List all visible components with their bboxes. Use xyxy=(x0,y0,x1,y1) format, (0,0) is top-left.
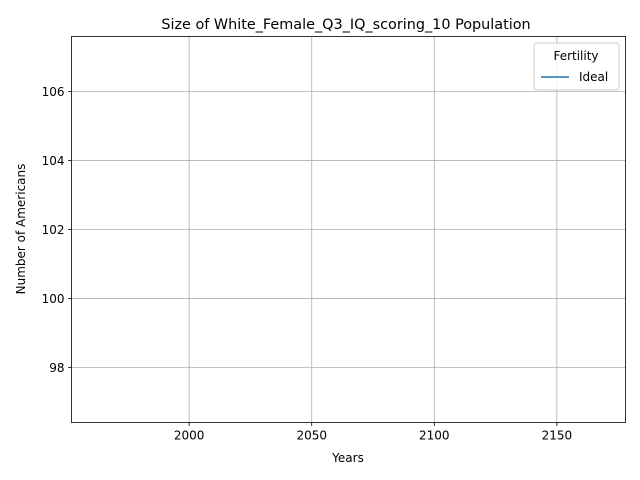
x-axis: 2000 2050 2100 2150 xyxy=(174,422,573,443)
x-axis-title: Years xyxy=(331,451,364,465)
y-axis-title: Number of Americans xyxy=(14,164,28,295)
x-tick-label: 2000 xyxy=(174,429,205,443)
x-tick-label: 2050 xyxy=(296,429,327,443)
y-tick-label: 98 xyxy=(49,361,64,375)
legend-title: Fertility xyxy=(553,49,598,63)
x-tick-label: 2100 xyxy=(419,429,450,443)
y-tick-label: 102 xyxy=(42,223,65,237)
grid-lines xyxy=(71,36,626,423)
legend: Fertility Ideal xyxy=(533,42,620,91)
legend-label-ideal: Ideal xyxy=(579,70,608,84)
y-tick-label: 104 xyxy=(42,154,65,168)
y-tick-label: 106 xyxy=(42,85,65,99)
legend-box xyxy=(533,42,620,91)
chart-title: Size of White_Female_Q3_IQ_scoring_10 Po… xyxy=(161,17,530,33)
y-axis: 98 100 102 104 106 xyxy=(42,85,72,375)
x-tick-label: 2150 xyxy=(542,429,573,443)
y-tick-label: 100 xyxy=(42,292,65,306)
